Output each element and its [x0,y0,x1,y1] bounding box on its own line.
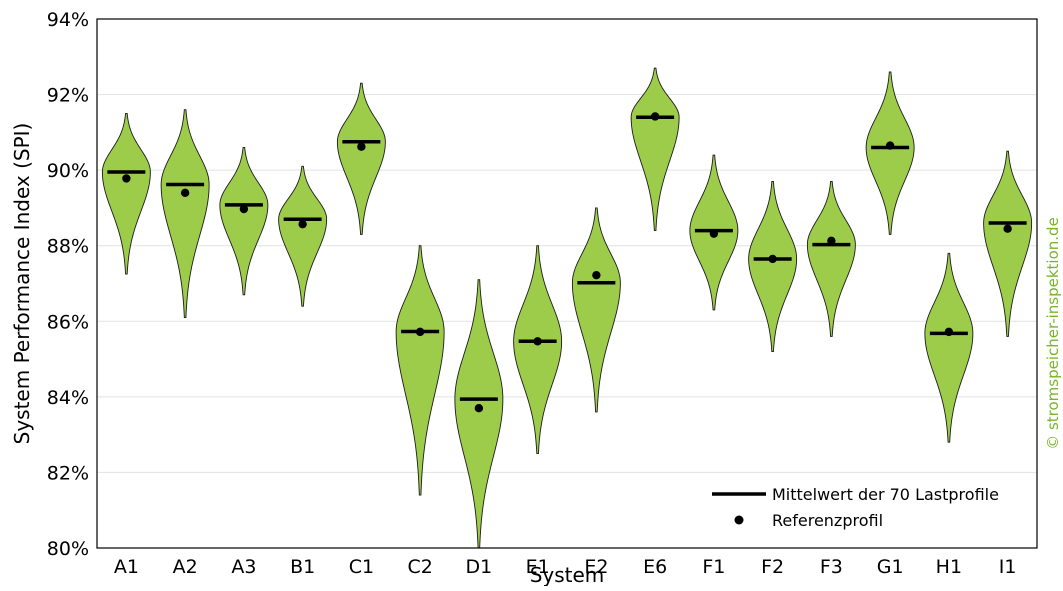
violin-H1 [924,252,974,443]
x-axis-label: System [530,563,605,586]
x-tick-label: G1 [877,556,904,578]
y-tick-labels: 80% 82% 84% 86% 88% 90% 92% 94% [47,9,89,560]
reference-dot-E6 [650,112,660,121]
reference-dot-H1 [944,327,954,337]
violin-G1 [865,71,915,235]
violin-layer [101,67,1033,549]
y-tick-label: 84% [47,387,89,409]
violin-A2 [160,109,210,318]
reference-dot-F3 [827,236,836,246]
violin-E6 [630,67,680,232]
reference-dot-E2 [592,270,601,280]
violin-A3 [219,147,269,296]
legend-reference-label: Referenzprofil [772,511,883,530]
x-tick-label: E1 [526,556,550,578]
violin-F2 [748,181,798,352]
plot-frame [96,18,1038,549]
violin-E2 [571,207,621,413]
x-tick-label: E2 [584,556,608,578]
reference-dot-F1 [709,229,719,238]
reference-dot-D1 [474,403,484,413]
y-tick-label: 82% [47,462,89,484]
x-tick-label: B1 [290,556,315,578]
reference-dot-A1 [122,174,131,183]
x-tick-label: F3 [820,556,843,578]
x-tick-label: A3 [231,556,256,578]
reference-dot-E1 [533,337,542,346]
violin-C1 [336,82,386,235]
reference-dot-I1 [1003,224,1012,233]
x-tick-labels: A1 A2 A3 B1 C1 C2 D1 E1 E2 E6 F1 F2 F3 G1 H1 I1 [114,556,1017,578]
violin-D1 [454,279,504,549]
y-tick-label: 90% [47,160,89,182]
reference-dot-F2 [768,254,777,264]
violin-C2 [395,245,445,496]
legend: Mittelwert der 70 Lastprofile Referenzpr… [712,485,999,530]
x-tick-label: F1 [702,556,725,578]
y-tick-label: 80% [47,538,89,560]
reference-dot-C1 [357,142,366,151]
y-tick-label: 92% [47,85,89,107]
x-tick-label: I1 [999,556,1017,578]
y-axis-label: System Performance Index (SPI) [10,123,34,445]
x-tick-label: C2 [407,556,432,578]
x-tick-label: E6 [643,556,667,578]
watermark-text: © stromspeicher-inspektion.de [1044,217,1062,450]
reference-dot-B1 [298,219,307,229]
violin-E1 [513,245,563,454]
reference-dot-G1 [885,141,895,150]
violin-A1 [101,113,151,275]
reference-dot-A3 [239,204,249,214]
x-tick-label: H1 [936,556,962,578]
x-tick-label: F2 [761,556,784,578]
y-tick-label: 94% [47,9,89,31]
violin-B1 [278,165,328,307]
y-tick-label: 86% [47,311,89,333]
y-tick-label: 88% [47,236,89,258]
reference-dot-A2 [180,188,190,198]
legend-reference-symbol [734,515,744,525]
legend-mean-label: Mittelwert der 70 Lastprofile [772,485,999,504]
ref-layer [122,112,1012,413]
reference-dot-C2 [415,327,425,337]
x-tick-label: A2 [173,556,198,578]
violin-I1 [983,150,1033,337]
x-tick-label: C1 [349,556,374,578]
x-tick-label: D1 [466,556,493,578]
violin-F3 [806,181,856,337]
x-tick-label: A1 [114,556,139,578]
